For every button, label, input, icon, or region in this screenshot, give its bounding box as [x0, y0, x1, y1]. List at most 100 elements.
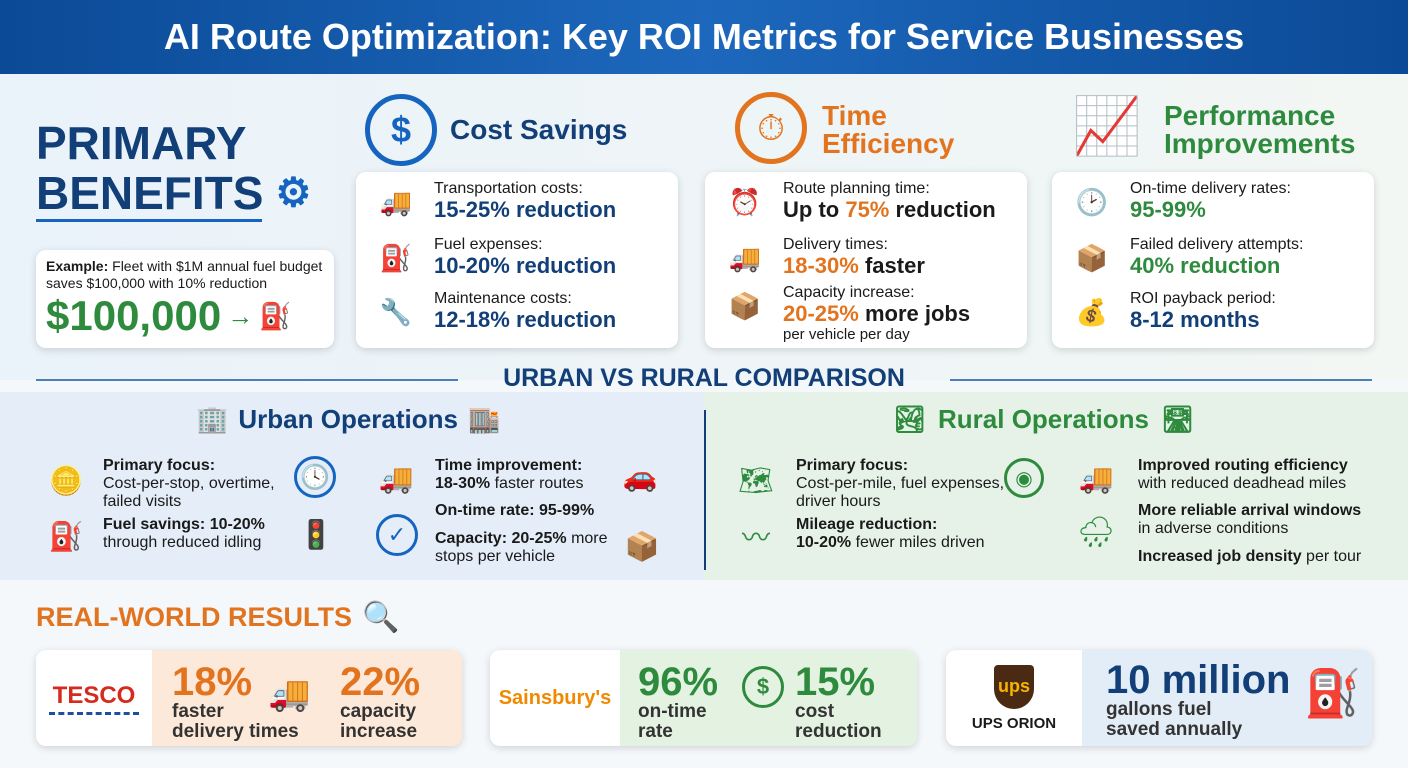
item-value: Up to [783, 197, 846, 222]
road-tree-icon: 🛣 [1160, 404, 1194, 434]
point-bold: Mileage reduction: [796, 516, 938, 533]
money-calendar-icon: 💰 [1075, 296, 1109, 327]
truck-icon: 🚚 [379, 186, 413, 217]
point-text: Cost-per-stop, overtime, failed visits [103, 475, 275, 510]
city-buildings-icon: 🏢 [196, 404, 229, 434]
item-value: 8-12 months [1130, 307, 1260, 332]
ups-orion-label: UPS ORION [971, 714, 1057, 732]
fuel-globe-icon: ⛽ [1304, 667, 1362, 719]
urban-point: Primary focus: Cost-per-stop, overtime, f… [103, 457, 293, 511]
clock-smile-icon: 🕑 [1075, 186, 1109, 217]
page-title: AI Route Optimization: Key ROI Metrics f… [0, 0, 1408, 74]
metric-label: rate [638, 721, 673, 742]
rural-point: Primary focus: Cost-per-mile, fuel expens… [796, 457, 1011, 511]
magnifier-chart-icon: 🔍 [361, 601, 400, 634]
item-label: Transportation costs: [434, 180, 583, 197]
point-bold: Fuel savings: 10-20% [103, 516, 265, 533]
title-line: Time [822, 100, 887, 131]
time-efficiency-card: ⏰ Route planning time: Up to 75% reduction… [705, 172, 1027, 348]
metric-label: increase [340, 721, 418, 742]
item-label: Capacity increase: [783, 284, 915, 301]
item-label: Fuel expenses: [434, 236, 543, 253]
rural-point: Improved routing efficiency with reduced … [1138, 457, 1348, 493]
metric-value: 18% [172, 660, 253, 704]
urban-point: On-time rate: 95-99% [435, 502, 594, 520]
winding-road-icon: 〰 [741, 522, 770, 553]
divider [950, 379, 1372, 381]
primary-benefits-heading: PRIMARY BENEFITS ⚙ [36, 118, 311, 218]
sainsburys-card: Sainsbury's 96% on-time rate $ 15% cost redu… [490, 650, 917, 746]
cost-savings-card: 🚚 Transportation costs: 15-25% reduction ⛽… [356, 172, 678, 348]
landscape-icon: 🏞 [893, 404, 927, 434]
point-text: with reduced deadhead miles [1138, 475, 1347, 492]
item-value: faster [858, 253, 925, 278]
clock-icon: 🕓 [294, 456, 336, 498]
item-value-highlight: 18-30% [783, 253, 859, 278]
heading-line1: PRIMARY [36, 117, 247, 169]
rural-point: Mileage reduction: 10-20% fewer miles dri… [796, 516, 985, 552]
gear-icon: ⚙ [275, 171, 312, 215]
metric-value: 22% [340, 660, 421, 704]
item-value: 10-20% reduction [434, 253, 617, 278]
example-text: Fleet with $1M annual fuel budget saves … [46, 258, 323, 291]
metric-value: 10 million [1106, 658, 1291, 702]
urban-point: Capacity: 20-25% more stops per vehicle [435, 530, 625, 566]
tesco-card: TESCO 18% faster delivery times 🚚 22% capac… [36, 650, 462, 746]
metric-label: on-time [638, 701, 707, 722]
item-value: more jobs [858, 301, 971, 326]
traffic-light-icon: 🚦 [298, 518, 334, 550]
point-bold: Capacity: 20-25% [435, 530, 567, 547]
clock-check-icon: ✓ [376, 514, 418, 556]
ups-card: ups UPS ORION 10 million gallons fuel saved… [946, 650, 1372, 746]
point-bold: Primary focus: [796, 457, 909, 474]
steering-wheel-icon: ◉ [1004, 458, 1044, 498]
sainsburys-logo: Sainsbury's [498, 686, 612, 709]
rural-point: More reliable arrival windows in adverse … [1138, 502, 1361, 538]
point-bold: Time improvement: [435, 457, 583, 474]
savings-amount: $100,000 [46, 292, 222, 339]
fuel-pump-icon: ⛽ [48, 520, 84, 552]
item-label: Delivery times: [783, 236, 888, 253]
truck-icon: 🚚 [1078, 462, 1114, 494]
item-value: 15-25% reduction [434, 197, 617, 222]
urban-point: Time improvement: 18-30% faster routes [435, 457, 584, 493]
fuel-pump-icon: ⛽ [379, 242, 413, 273]
point-bold: On-time rate: 95-99% [435, 502, 595, 519]
package-x-icon: 📦 [1075, 242, 1109, 273]
dollar-cycle-icon: $ [365, 94, 437, 166]
point-bold: Increased job density [1138, 548, 1302, 565]
metric-label: cost [795, 701, 835, 722]
metric-label: delivery times [172, 721, 299, 742]
item-value-highlight: 75% [845, 197, 890, 222]
fast-delivery-truck-icon: 🚚 [268, 675, 311, 713]
logo-text: TESCO [52, 681, 136, 709]
item-value-highlight: 20-25% [783, 301, 859, 326]
point-text: more stops per vehicle [435, 530, 608, 565]
item-label: Route planning time: [783, 180, 930, 197]
performance-title: Performance Improvements [1164, 102, 1355, 158]
growth-chart-icon: 📈 [1072, 94, 1142, 157]
results-title: REAL-WORLD RESULTS 🔍 [36, 600, 399, 635]
point-bold: Primary focus: [103, 457, 216, 474]
title-line: Efficiency [822, 128, 955, 159]
point-text: fewer miles driven [851, 534, 985, 551]
urban-point: Fuel savings: 10-20% through reduced idli… [103, 516, 265, 552]
clock-check-icon: ⏰ [728, 186, 762, 217]
example-prefix: Example: [46, 258, 109, 274]
clock-rain-icon: 🌧 [1076, 515, 1116, 549]
fast-truck-icon: 🚚 [728, 242, 762, 273]
metric-value: 96% [638, 660, 719, 704]
cost-savings-title: Cost Savings [450, 114, 628, 145]
rural-point: Increased job density per tour [1138, 548, 1361, 566]
rural-title: 🏞 Rural Operations 🛣 [893, 404, 1194, 435]
divider [704, 410, 706, 570]
tesco-logo: TESCO [36, 650, 152, 746]
metric-label: reduction [795, 721, 882, 742]
traffic-cars-icon: 🚗 [622, 460, 658, 492]
item-value: 12-18% reduction [434, 307, 617, 332]
urban-panel [0, 392, 704, 580]
wrench-icon: 🔧 [379, 296, 413, 327]
ups-logo: ups UPS ORION [946, 650, 1082, 746]
item-label: Failed delivery attempts: [1130, 236, 1304, 253]
item-label: ROI payback period: [1130, 290, 1276, 307]
